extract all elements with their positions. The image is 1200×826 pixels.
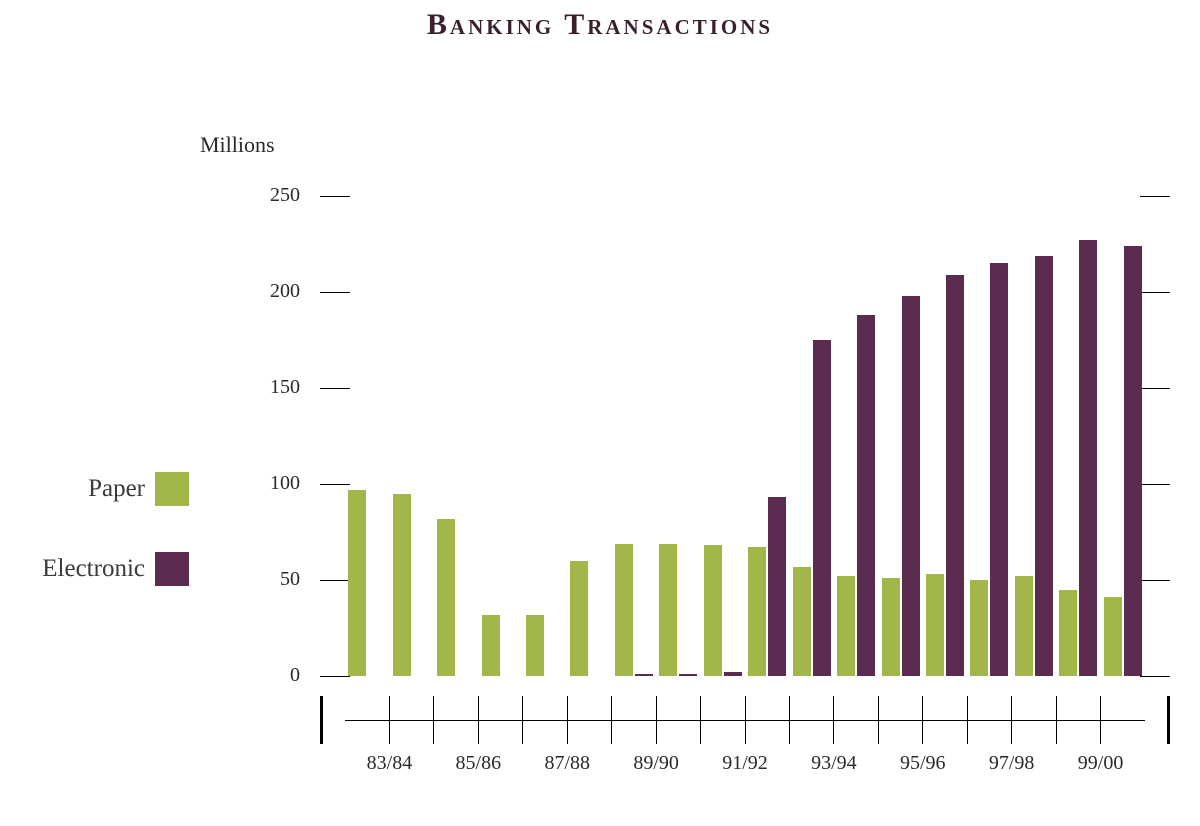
bar-electronic — [1079, 240, 1097, 676]
bar-electronic — [813, 340, 831, 676]
bar-paper — [393, 494, 411, 676]
x-axis-endbar — [320, 696, 323, 744]
x-axis-tick — [1100, 696, 1101, 744]
x-axis-tick — [656, 696, 657, 744]
y-tick-label: 50 — [240, 568, 300, 591]
bar-paper — [1015, 576, 1033, 676]
chart-page: Banking Transactions Millions 0 50 100 150 2… — [0, 0, 1200, 826]
x-axis-tick — [433, 696, 434, 744]
bar-electronic — [1035, 256, 1053, 676]
x-axis: 83/84 85/86 87/88 89/90 91/92 93/94 95/96 97/98… — [320, 696, 1170, 824]
bar-paper — [748, 547, 766, 676]
x-axis-tick — [833, 696, 834, 744]
legend-swatch-electronic — [155, 552, 189, 586]
x-axis-endbar — [1167, 696, 1170, 744]
bar-paper — [348, 490, 366, 676]
bar-paper — [704, 545, 722, 676]
x-axis-tick — [567, 696, 568, 744]
y-tick-label: 0 — [240, 664, 300, 687]
y-tick-label: 100 — [240, 472, 300, 495]
y-tick-label: 200 — [240, 280, 300, 303]
legend-label-electronic: Electronic — [5, 555, 145, 583]
x-axis-tick — [922, 696, 923, 744]
plot-area — [320, 196, 1170, 676]
x-axis-tick — [389, 696, 390, 744]
y-tick-dash — [1140, 676, 1170, 677]
y-axis-label: Millions — [200, 132, 275, 158]
x-tick-label: 99/00 — [1061, 752, 1141, 775]
bar-electronic — [1124, 246, 1142, 676]
x-axis-tick — [878, 696, 879, 744]
bar-electronic — [857, 315, 875, 676]
bar-paper — [570, 561, 588, 676]
x-tick-label: 89/90 — [616, 752, 696, 775]
x-tick-label: 87/88 — [527, 752, 607, 775]
bar-paper — [615, 544, 633, 676]
bar-paper — [837, 576, 855, 676]
x-axis-tick — [522, 696, 523, 744]
bar-paper — [526, 615, 544, 676]
legend-label-paper: Paper — [5, 475, 145, 503]
x-tick-label: 91/92 — [705, 752, 785, 775]
bar-electronic — [902, 296, 920, 676]
legend-swatch-paper — [155, 472, 189, 506]
x-axis-tick — [745, 696, 746, 744]
x-axis-tick — [789, 696, 790, 744]
bar-paper — [882, 578, 900, 676]
bar-electronic — [679, 674, 697, 676]
y-tick-label: 150 — [240, 376, 300, 399]
bar-paper — [926, 574, 944, 676]
x-tick-label: 95/96 — [883, 752, 963, 775]
y-tick-dash — [320, 676, 350, 677]
bar-electronic — [724, 672, 742, 676]
bar-paper — [1059, 590, 1077, 676]
x-tick-label: 97/98 — [972, 752, 1052, 775]
bar-electronic — [635, 674, 653, 676]
bar-paper — [482, 615, 500, 676]
x-axis-tick — [700, 696, 701, 744]
bar-paper — [793, 567, 811, 676]
bar-electronic — [768, 497, 786, 676]
x-axis-tick — [1056, 696, 1057, 744]
bar-paper — [1104, 597, 1122, 676]
y-tick-label: 250 — [240, 184, 300, 207]
x-axis-tick — [478, 696, 479, 744]
x-tick-label: 93/94 — [794, 752, 874, 775]
bar-electronic — [946, 275, 964, 676]
bar-paper — [437, 519, 455, 676]
bar-paper — [970, 580, 988, 676]
x-axis-tick — [1011, 696, 1012, 744]
chart-title: Banking Transactions — [0, 8, 1200, 42]
bar-electronic — [990, 263, 1008, 676]
bar-paper — [659, 544, 677, 676]
x-axis-tick — [967, 696, 968, 744]
x-tick-label: 83/84 — [349, 752, 429, 775]
x-tick-label: 85/86 — [438, 752, 518, 775]
x-axis-tick — [611, 696, 612, 744]
